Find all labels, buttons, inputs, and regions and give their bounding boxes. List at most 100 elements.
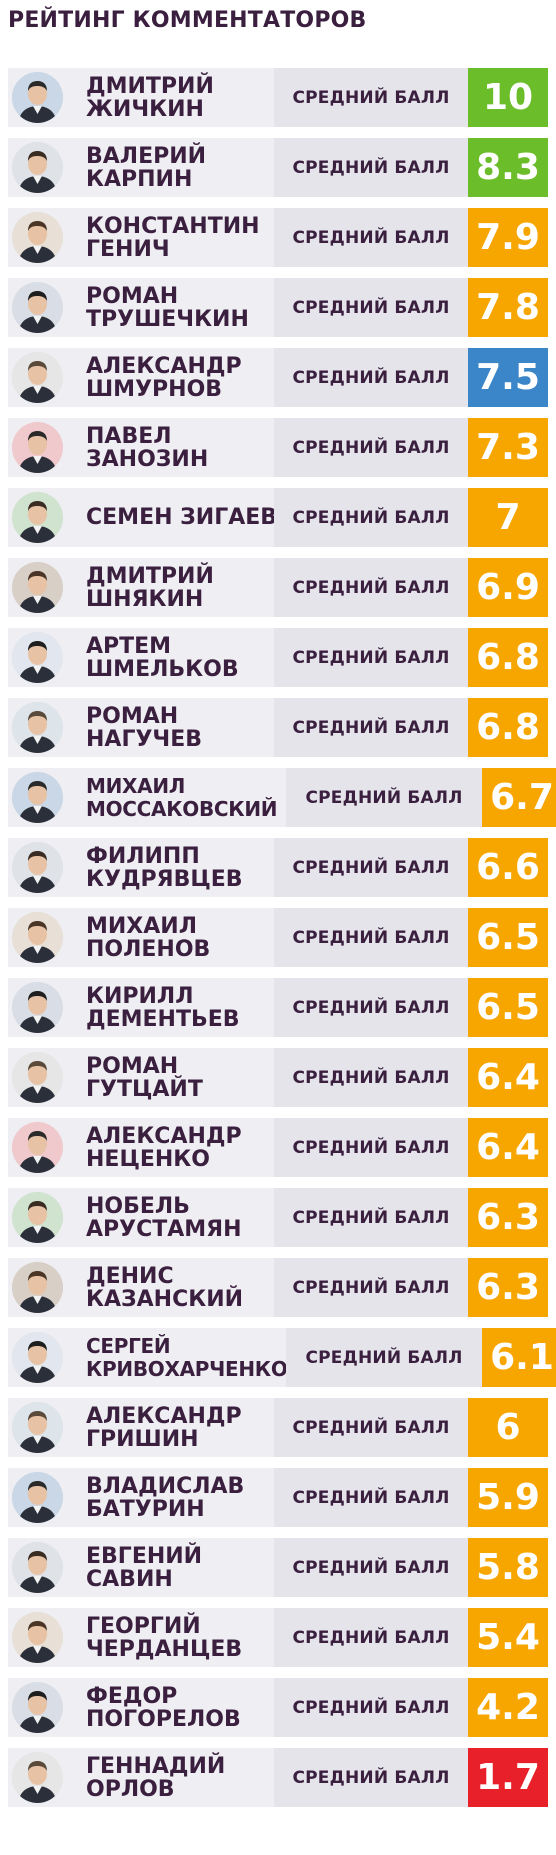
commentator-avatar [12,1052,63,1103]
commentator-avatar [12,212,63,263]
commentator-name: ПАВЕЛ ЗАНОЗИН [86,423,209,472]
score-badge: 6.9 [468,558,548,617]
commentator-name: ВЛАДИСЛАВ БАТУРИН [86,1473,245,1522]
commentator-row: КОНСТАНТИН ГЕНИЧ СРЕДНИЙ БАЛЛ 7.9 [8,208,548,267]
average-score-label: СРЕДНИЙ БАЛЛ [274,208,468,267]
average-score-label: СРЕДНИЙ БАЛЛ [274,698,468,757]
score-badge: 5.4 [468,1608,548,1667]
commentator-name: КОНСТАНТИН ГЕНИЧ [86,213,260,262]
commentator-avatar [12,1122,63,1173]
score-badge: 7.8 [468,278,548,337]
commentator-name: РОМАН НАГУЧЕВ [86,703,202,752]
person-icon [12,842,63,893]
score-badge: 7.9 [468,208,548,267]
person-icon [12,72,63,123]
average-score-label: СРЕДНИЙ БАЛЛ [274,558,468,617]
commentator-row: МИХАИЛ ПОЛЕНОВ СРЕДНИЙ БАЛЛ 6.5 [8,908,548,967]
person-icon [12,492,63,543]
average-score-label: СРЕДНИЙ БАЛЛ [274,488,468,547]
commentator-name: АРТЕМ ШМЕЛЬКОВ [86,633,239,682]
score-badge: 7.3 [468,418,548,477]
average-score-label: СРЕДНИЙ БАЛЛ [274,278,468,337]
average-score-label: СРЕДНИЙ БАЛЛ [274,1538,468,1597]
score-badge: 6.8 [468,698,548,757]
person-icon [12,1052,63,1103]
average-score-label: СРЕДНИЙ БАЛЛ [274,1678,468,1737]
commentator-name: КИРИЛЛ ДЕМЕНТЬЕВ [86,983,240,1032]
commentator-avatar [12,1332,63,1383]
average-score-label: СРЕДНИЙ БАЛЛ [274,1398,468,1457]
commentator-row: АРТЕМ ШМЕЛЬКОВ СРЕДНИЙ БАЛЛ 6.8 [8,628,548,687]
person-icon [12,632,63,683]
commentator-name: ГЕННАДИЙ ОРЛОВ [86,1753,226,1802]
commentator-row: РОМАН ГУТЦАЙТ СРЕДНИЙ БАЛЛ 6.4 [8,1048,548,1107]
score-badge: 6 [468,1398,548,1457]
commentator-list: ДМИТРИЙ ЖИЧКИН СРЕДНИЙ БАЛЛ 10 ВАЛЕРИЙ КАРП… [8,68,556,1818]
person-icon [12,282,63,333]
person-icon [12,1612,63,1663]
person-icon [12,352,63,403]
person-icon [12,142,63,193]
average-score-label: СРЕДНИЙ БАЛЛ [286,768,482,827]
average-score-label: СРЕДНИЙ БАЛЛ [274,978,468,1037]
person-icon [12,1192,63,1243]
score-badge: 6.1 [482,1328,556,1387]
commentator-name: ЕВГЕНИЙ САВИН [86,1543,203,1592]
commentator-avatar [12,1752,63,1803]
commentator-avatar [12,632,63,683]
average-score-label: СРЕДНИЙ БАЛЛ [274,1468,468,1527]
commentator-avatar [12,912,63,963]
commentator-row: ДМИТРИЙ ЖИЧКИН СРЕДНИЙ БАЛЛ 10 [8,68,548,127]
commentator-avatar [12,1192,63,1243]
commentator-avatar [12,1682,63,1733]
commentator-name: ГЕОРГИЙ ЧЕРДАНЦЕВ [86,1613,243,1662]
commentator-row: НОБЕЛЬ АРУСТАМЯН СРЕДНИЙ БАЛЛ 6.3 [8,1188,548,1247]
average-score-label: СРЕДНИЙ БАЛЛ [274,1748,468,1807]
score-badge: 6.5 [468,908,548,967]
person-icon [12,422,63,473]
person-icon [12,702,63,753]
commentator-name: ФИЛИПП КУДРЯВЦЕВ [86,843,243,892]
score-badge: 6.7 [482,768,556,827]
commentator-avatar [12,72,63,123]
person-icon [12,912,63,963]
commentator-row: ПАВЕЛ ЗАНОЗИН СРЕДНИЙ БАЛЛ 7.3 [8,418,548,477]
commentator-avatar [12,1402,63,1453]
commentator-row: ЕВГЕНИЙ САВИН СРЕДНИЙ БАЛЛ 5.8 [8,1538,548,1597]
person-icon [12,1332,63,1383]
commentator-name: ДМИТРИЙ ШНЯКИН [86,563,214,612]
score-badge: 5.9 [468,1468,548,1527]
commentator-row: СЕРГЕЙ КРИВОХАРЧЕНКО СРЕДНИЙ БАЛЛ 6.1 [8,1328,556,1387]
person-icon [12,772,63,823]
commentator-row: СЕМЕН ЗИГАЕВ СРЕДНИЙ БАЛЛ 7 [8,488,548,547]
commentator-row: ВЛАДИСЛАВ БАТУРИН СРЕДНИЙ БАЛЛ 5.9 [8,1468,548,1527]
commentator-name: НОБЕЛЬ АРУСТАМЯН [86,1193,242,1242]
score-badge: 5.8 [468,1538,548,1597]
person-icon [12,562,63,613]
commentator-row: ГЕОРГИЙ ЧЕРДАНЦЕВ СРЕДНИЙ БАЛЛ 5.4 [8,1608,548,1667]
person-icon [12,1752,63,1803]
commentator-name: ВАЛЕРИЙ КАРПИН [86,143,207,192]
commentator-avatar [12,1612,63,1663]
commentator-row: ФЕДОР ПОГОРЕЛОВ СРЕДНИЙ БАЛЛ 4.2 [8,1678,548,1737]
average-score-label: СРЕДНИЙ БАЛЛ [274,348,468,407]
commentator-row: ДЕНИС КАЗАНСКИЙ СРЕДНИЙ БАЛЛ 6.3 [8,1258,548,1317]
commentator-row: ФИЛИПП КУДРЯВЦЕВ СРЕДНИЙ БАЛЛ 6.6 [8,838,548,897]
commentator-name: ДЕНИС КАЗАНСКИЙ [86,1263,244,1312]
commentator-row: ВАЛЕРИЙ КАРПИН СРЕДНИЙ БАЛЛ 8.3 [8,138,548,197]
score-badge: 7.5 [468,348,548,407]
person-icon [12,1682,63,1733]
person-icon [12,1542,63,1593]
average-score-label: СРЕДНИЙ БАЛЛ [274,1188,468,1247]
commentator-row: АЛЕКСАНДР ШМУРНОВ СРЕДНИЙ БАЛЛ 7.5 [8,348,548,407]
page-title: РЕЙТИНГ КОММЕНТАТОРОВ [8,8,367,33]
average-score-label: СРЕДНИЙ БАЛЛ [274,908,468,967]
average-score-label: СРЕДНИЙ БАЛЛ [286,1328,482,1387]
commentator-avatar [12,982,63,1033]
commentator-avatar [12,1472,63,1523]
person-icon [12,1472,63,1523]
commentator-row: МИХАИЛ МОССАКОВСКИЙ СРЕДНИЙ БАЛЛ 6.7 [8,768,556,827]
commentator-avatar [12,562,63,613]
commentator-name: АЛЕКСАНДР НЕЦЕНКО [86,1123,242,1172]
commentator-name: ФЕДОР ПОГОРЕЛОВ [86,1683,241,1732]
